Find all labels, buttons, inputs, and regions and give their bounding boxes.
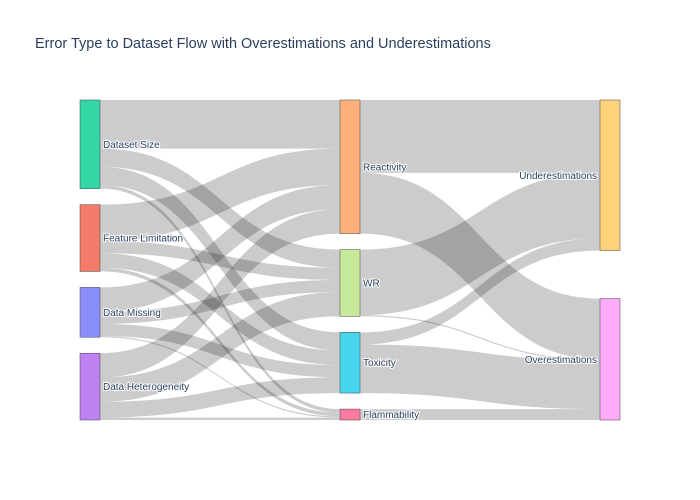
link-reactivity-to-overestimations[interactable]: [360, 172, 600, 360]
link-reactivity-to-underestimations[interactable]: [360, 100, 600, 173]
node-label-underestimations: Underestimations: [519, 171, 597, 182]
node-data_missing[interactable]: [79, 287, 101, 338]
node-label-overestimations: Overestimations: [525, 355, 597, 366]
link-data_missing-to-reactivity[interactable]: [100, 185, 340, 312]
link-wr-to-underestimations[interactable]: [360, 172, 600, 316]
link-flammability-to-overestimations[interactable]: [360, 409, 600, 420]
link-data_missing-to-flammability[interactable]: [100, 336, 340, 418]
links-layer: [100, 100, 600, 420]
link-feature_limitation-to-reactivity[interactable]: [100, 148, 340, 242]
node-data_heterogeneity[interactable]: [79, 352, 101, 421]
link-data_heterogeneity-to-toxicity[interactable]: [100, 377, 340, 418]
link-dataset_size-to-toxicity[interactable]: [100, 166, 340, 351]
link-data_heterogeneity-to-reactivity[interactable]: [100, 209, 340, 378]
node-label-reactivity: Reactivity: [363, 162, 406, 173]
link-toxicity-to-overestimations[interactable]: [360, 344, 600, 410]
node-underestimations[interactable]: [599, 99, 621, 251]
node-label-flammability: Flammability: [363, 410, 419, 421]
labels-layer: Dataset Size Feature Limitation Data Missi…: [102, 139, 598, 422]
node-overestimations[interactable]: [599, 298, 621, 421]
node-reactivity[interactable]: [339, 99, 361, 234]
link-data_missing-to-wr[interactable]: [100, 279, 340, 324]
link-data_missing-to-toxicity[interactable]: [100, 323, 340, 378]
link-wr-to-overestimations[interactable]: [360, 315, 600, 361]
link-dataset_size-to-wr[interactable]: [100, 148, 340, 268]
node-toxicity[interactable]: [339, 332, 361, 394]
node-label-data_heterogeneity: Data Heterogeneity: [103, 382, 189, 393]
link-feature_limitation-to-wr[interactable]: [100, 241, 340, 280]
node-label-data_missing: Data Missing: [103, 308, 161, 319]
node-label-dataset_size: Dataset Size: [103, 140, 160, 151]
link-feature_limitation-to-flammability[interactable]: [100, 267, 340, 417]
link-dataset_size-to-flammability[interactable]: [100, 185, 340, 413]
link-data_heterogeneity-to-wr[interactable]: [100, 292, 340, 402]
node-dataset_size[interactable]: [79, 99, 101, 189]
node-label-wr: WR: [363, 278, 380, 289]
link-dataset_size-to-reactivity[interactable]: [100, 100, 340, 149]
node-flammability[interactable]: [339, 408, 361, 421]
link-data_heterogeneity-to-flammability[interactable]: [100, 417, 340, 420]
link-feature_limitation-to-toxicity[interactable]: [100, 253, 340, 366]
node-wr[interactable]: [339, 249, 361, 317]
link-toxicity-to-underestimations[interactable]: [360, 238, 600, 345]
node-feature_limitation[interactable]: [79, 204, 101, 272]
node-label-toxicity: Toxicity: [363, 358, 396, 369]
node-label-feature_limitation: Feature Limitation: [103, 234, 183, 245]
chart-title: Error Type to Dataset Flow with Overesti…: [35, 36, 491, 52]
nodes-layer: [79, 99, 621, 421]
